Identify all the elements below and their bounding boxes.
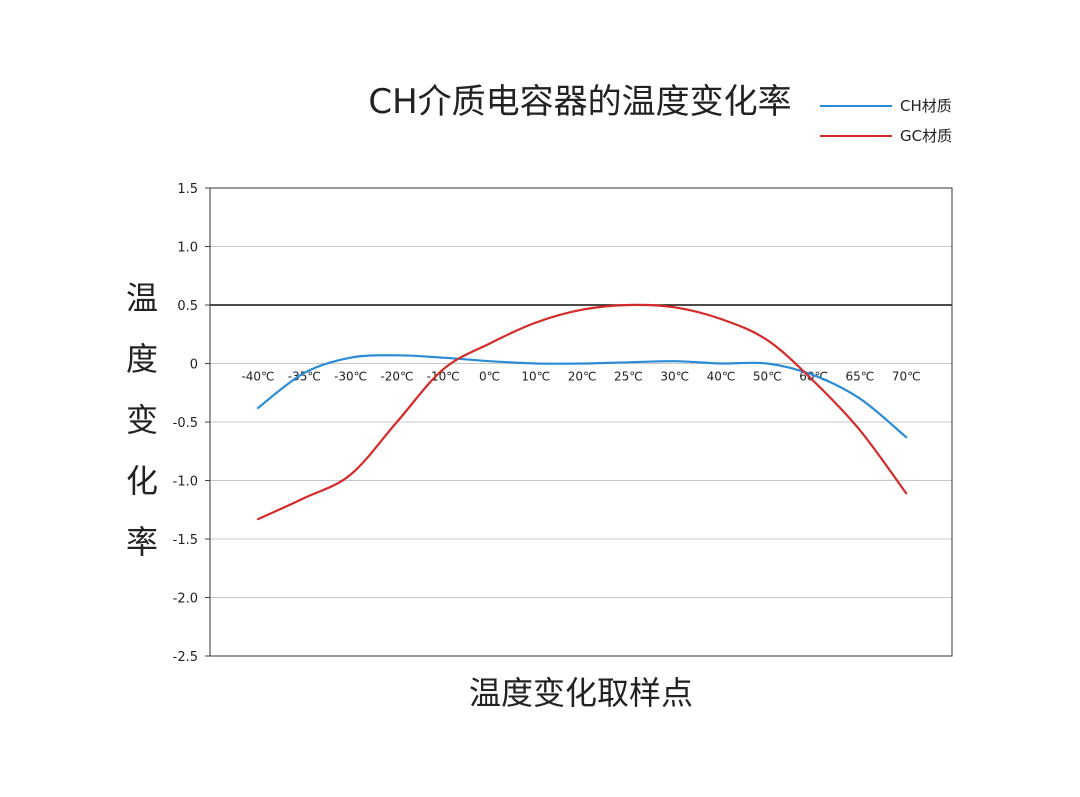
legend: CH材质 GC材质 [820, 94, 980, 154]
x-tick-label: -35℃ [288, 370, 321, 384]
series-line-ch [256, 354, 908, 439]
x-tick-label: 25℃ [614, 370, 643, 384]
y-tick-label: -2.0 [173, 592, 198, 607]
x-tick-label: 0℃ [479, 370, 500, 384]
chart-title: CH介质电容器的温度变化率 [368, 82, 792, 122]
x-tick-label: 20℃ [568, 370, 597, 384]
x-tick-label: 30℃ [660, 370, 689, 384]
legend-swatch-ch [820, 105, 892, 107]
plot-frame [209, 187, 953, 657]
y-tick-label: 1.5 [177, 182, 198, 197]
series-line-gc [256, 303, 908, 521]
x-tick-label: -30℃ [334, 370, 367, 384]
legend-label-gc: GC材质 [900, 127, 953, 145]
y-tick-label: 1.0 [177, 241, 198, 256]
legend-item-gc: GC材质 [820, 124, 980, 154]
y-axis-label: 温度变化率 [125, 279, 158, 561]
y-tick-label: -0.5 [173, 416, 198, 431]
y-tick-label: -1.5 [173, 533, 198, 548]
y-tick-label: 0 [190, 358, 198, 373]
y-tick-label: -1.0 [173, 475, 198, 490]
x-tick-label: 10℃ [521, 370, 550, 384]
x-tick-label: 40℃ [707, 370, 736, 384]
legend-label-ch: CH材质 [900, 97, 952, 115]
x-tick-label: -20℃ [380, 370, 413, 384]
x-tick-label: -10℃ [427, 370, 460, 384]
legend-swatch-gc [820, 135, 892, 137]
legend-item-ch: CH材质 [820, 94, 980, 124]
x-tick-label: -40℃ [241, 370, 274, 384]
x-tick-label: 65℃ [846, 370, 875, 384]
x-axis-label: 温度变化取样点 [468, 674, 693, 712]
y-tick-label: 0.5 [177, 299, 198, 314]
y-tick-label: -2.5 [173, 650, 198, 665]
x-tick-label: 70℃ [892, 370, 921, 384]
x-tick-label: 50℃ [753, 370, 782, 384]
